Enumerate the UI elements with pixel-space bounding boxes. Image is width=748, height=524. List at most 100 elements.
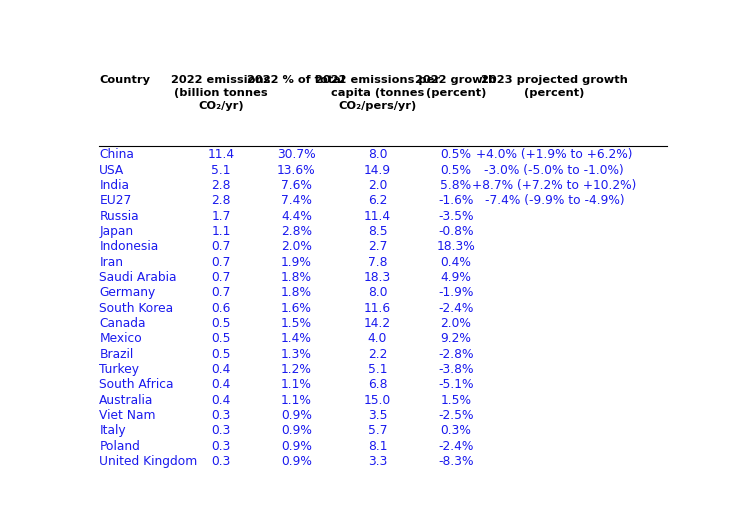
Text: 6.8: 6.8 bbox=[368, 378, 387, 391]
Text: 13.6%: 13.6% bbox=[277, 163, 316, 177]
Text: 11.4: 11.4 bbox=[364, 210, 391, 223]
Text: Viet Nam: Viet Nam bbox=[99, 409, 156, 422]
Text: 0.3: 0.3 bbox=[212, 440, 230, 453]
Text: -5.1%: -5.1% bbox=[438, 378, 473, 391]
Text: China: China bbox=[99, 148, 134, 161]
Text: Indonesia: Indonesia bbox=[99, 241, 159, 253]
Text: 5.1: 5.1 bbox=[211, 163, 231, 177]
Text: 4.9%: 4.9% bbox=[441, 271, 471, 284]
Text: +4.0% (+1.9% to +6.2%): +4.0% (+1.9% to +6.2%) bbox=[476, 148, 633, 161]
Text: Brazil: Brazil bbox=[99, 347, 134, 361]
Text: 0.9%: 0.9% bbox=[281, 424, 312, 437]
Text: 0.3: 0.3 bbox=[212, 455, 230, 468]
Text: 11.6: 11.6 bbox=[364, 302, 391, 314]
Text: 3.3: 3.3 bbox=[368, 455, 387, 468]
Text: 0.5%: 0.5% bbox=[441, 148, 471, 161]
Text: 15.0: 15.0 bbox=[364, 394, 391, 407]
Text: -3.8%: -3.8% bbox=[438, 363, 473, 376]
Text: 5.7: 5.7 bbox=[368, 424, 387, 437]
Text: 7.6%: 7.6% bbox=[281, 179, 312, 192]
Text: 1.1: 1.1 bbox=[212, 225, 230, 238]
Text: -3.5%: -3.5% bbox=[438, 210, 473, 223]
Text: 0.7: 0.7 bbox=[212, 286, 230, 299]
Text: South Africa: South Africa bbox=[99, 378, 174, 391]
Text: 1.4%: 1.4% bbox=[281, 332, 312, 345]
Text: -3.0% (-5.0% to -1.0%): -3.0% (-5.0% to -1.0%) bbox=[485, 163, 625, 177]
Text: 1.8%: 1.8% bbox=[281, 286, 312, 299]
Text: 14.9: 14.9 bbox=[364, 163, 391, 177]
Text: EU27: EU27 bbox=[99, 194, 132, 208]
Text: Country: Country bbox=[99, 75, 150, 85]
Text: 30.7%: 30.7% bbox=[277, 148, 316, 161]
Text: 1.2%: 1.2% bbox=[281, 363, 312, 376]
Text: 18.3: 18.3 bbox=[364, 271, 391, 284]
Text: 0.5%: 0.5% bbox=[441, 163, 471, 177]
Text: 14.2: 14.2 bbox=[364, 317, 391, 330]
Text: 11.4: 11.4 bbox=[207, 148, 235, 161]
Text: 0.3: 0.3 bbox=[212, 424, 230, 437]
Text: 8.5: 8.5 bbox=[368, 225, 387, 238]
Text: -7.4% (-9.9% to -4.9%): -7.4% (-9.9% to -4.9%) bbox=[485, 194, 624, 208]
Text: -0.8%: -0.8% bbox=[438, 225, 473, 238]
Text: Poland: Poland bbox=[99, 440, 140, 453]
Text: 0.3: 0.3 bbox=[212, 409, 230, 422]
Text: 5.8%: 5.8% bbox=[441, 179, 471, 192]
Text: 7.8: 7.8 bbox=[368, 256, 387, 269]
Text: 0.9%: 0.9% bbox=[281, 455, 312, 468]
Text: 2.0: 2.0 bbox=[368, 179, 387, 192]
Text: 4.0: 4.0 bbox=[368, 332, 387, 345]
Text: 1.6%: 1.6% bbox=[281, 302, 312, 314]
Text: 1.3%: 1.3% bbox=[281, 347, 312, 361]
Text: 0.9%: 0.9% bbox=[281, 409, 312, 422]
Text: 0.9%: 0.9% bbox=[281, 440, 312, 453]
Text: 0.5: 0.5 bbox=[211, 347, 231, 361]
Text: 18.3%: 18.3% bbox=[436, 241, 475, 253]
Text: 8.1: 8.1 bbox=[368, 440, 387, 453]
Text: 2022 % of total: 2022 % of total bbox=[248, 75, 346, 85]
Text: 0.4: 0.4 bbox=[212, 378, 230, 391]
Text: 3.5: 3.5 bbox=[368, 409, 387, 422]
Text: Turkey: Turkey bbox=[99, 363, 139, 376]
Text: 0.5: 0.5 bbox=[211, 332, 231, 345]
Text: 2.8%: 2.8% bbox=[281, 225, 312, 238]
Text: United Kingdom: United Kingdom bbox=[99, 455, 197, 468]
Text: -1.9%: -1.9% bbox=[438, 286, 473, 299]
Text: 2022 emissions per
capita (tonnes
CO₂/pers/yr): 2022 emissions per capita (tonnes CO₂/pe… bbox=[315, 75, 440, 111]
Text: 0.6: 0.6 bbox=[212, 302, 230, 314]
Text: 0.4: 0.4 bbox=[212, 394, 230, 407]
Text: 2.8: 2.8 bbox=[211, 179, 231, 192]
Text: 2.8: 2.8 bbox=[211, 194, 231, 208]
Text: 0.7: 0.7 bbox=[212, 256, 230, 269]
Text: 4.4%: 4.4% bbox=[281, 210, 312, 223]
Text: 2.0%: 2.0% bbox=[441, 317, 471, 330]
Text: 1.9%: 1.9% bbox=[281, 256, 312, 269]
Text: Australia: Australia bbox=[99, 394, 153, 407]
Text: 9.2%: 9.2% bbox=[441, 332, 471, 345]
Text: 0.4: 0.4 bbox=[212, 363, 230, 376]
Text: South Korea: South Korea bbox=[99, 302, 174, 314]
Text: 7.4%: 7.4% bbox=[281, 194, 312, 208]
Text: 2.2: 2.2 bbox=[368, 347, 387, 361]
Text: 0.7: 0.7 bbox=[212, 241, 230, 253]
Text: 0.7: 0.7 bbox=[212, 271, 230, 284]
Text: 2023 projected growth
(percent): 2023 projected growth (percent) bbox=[481, 75, 628, 98]
Text: 5.1: 5.1 bbox=[368, 363, 387, 376]
Text: 1.7: 1.7 bbox=[212, 210, 230, 223]
Text: 1.5%: 1.5% bbox=[441, 394, 471, 407]
Text: -2.8%: -2.8% bbox=[438, 347, 473, 361]
Text: Mexico: Mexico bbox=[99, 332, 142, 345]
Text: -2.5%: -2.5% bbox=[438, 409, 473, 422]
Text: 1.5%: 1.5% bbox=[281, 317, 312, 330]
Text: 0.4%: 0.4% bbox=[441, 256, 471, 269]
Text: 8.0: 8.0 bbox=[368, 148, 387, 161]
Text: 1.8%: 1.8% bbox=[281, 271, 312, 284]
Text: USA: USA bbox=[99, 163, 125, 177]
Text: Japan: Japan bbox=[99, 225, 133, 238]
Text: 2022 growth
(percent): 2022 growth (percent) bbox=[415, 75, 497, 98]
Text: 1.1%: 1.1% bbox=[281, 378, 312, 391]
Text: 0.5: 0.5 bbox=[211, 317, 231, 330]
Text: -2.4%: -2.4% bbox=[438, 440, 473, 453]
Text: India: India bbox=[99, 179, 129, 192]
Text: 2.0%: 2.0% bbox=[281, 241, 312, 253]
Text: 2022 emissions
(billion tonnes
CO₂/yr): 2022 emissions (billion tonnes CO₂/yr) bbox=[171, 75, 271, 111]
